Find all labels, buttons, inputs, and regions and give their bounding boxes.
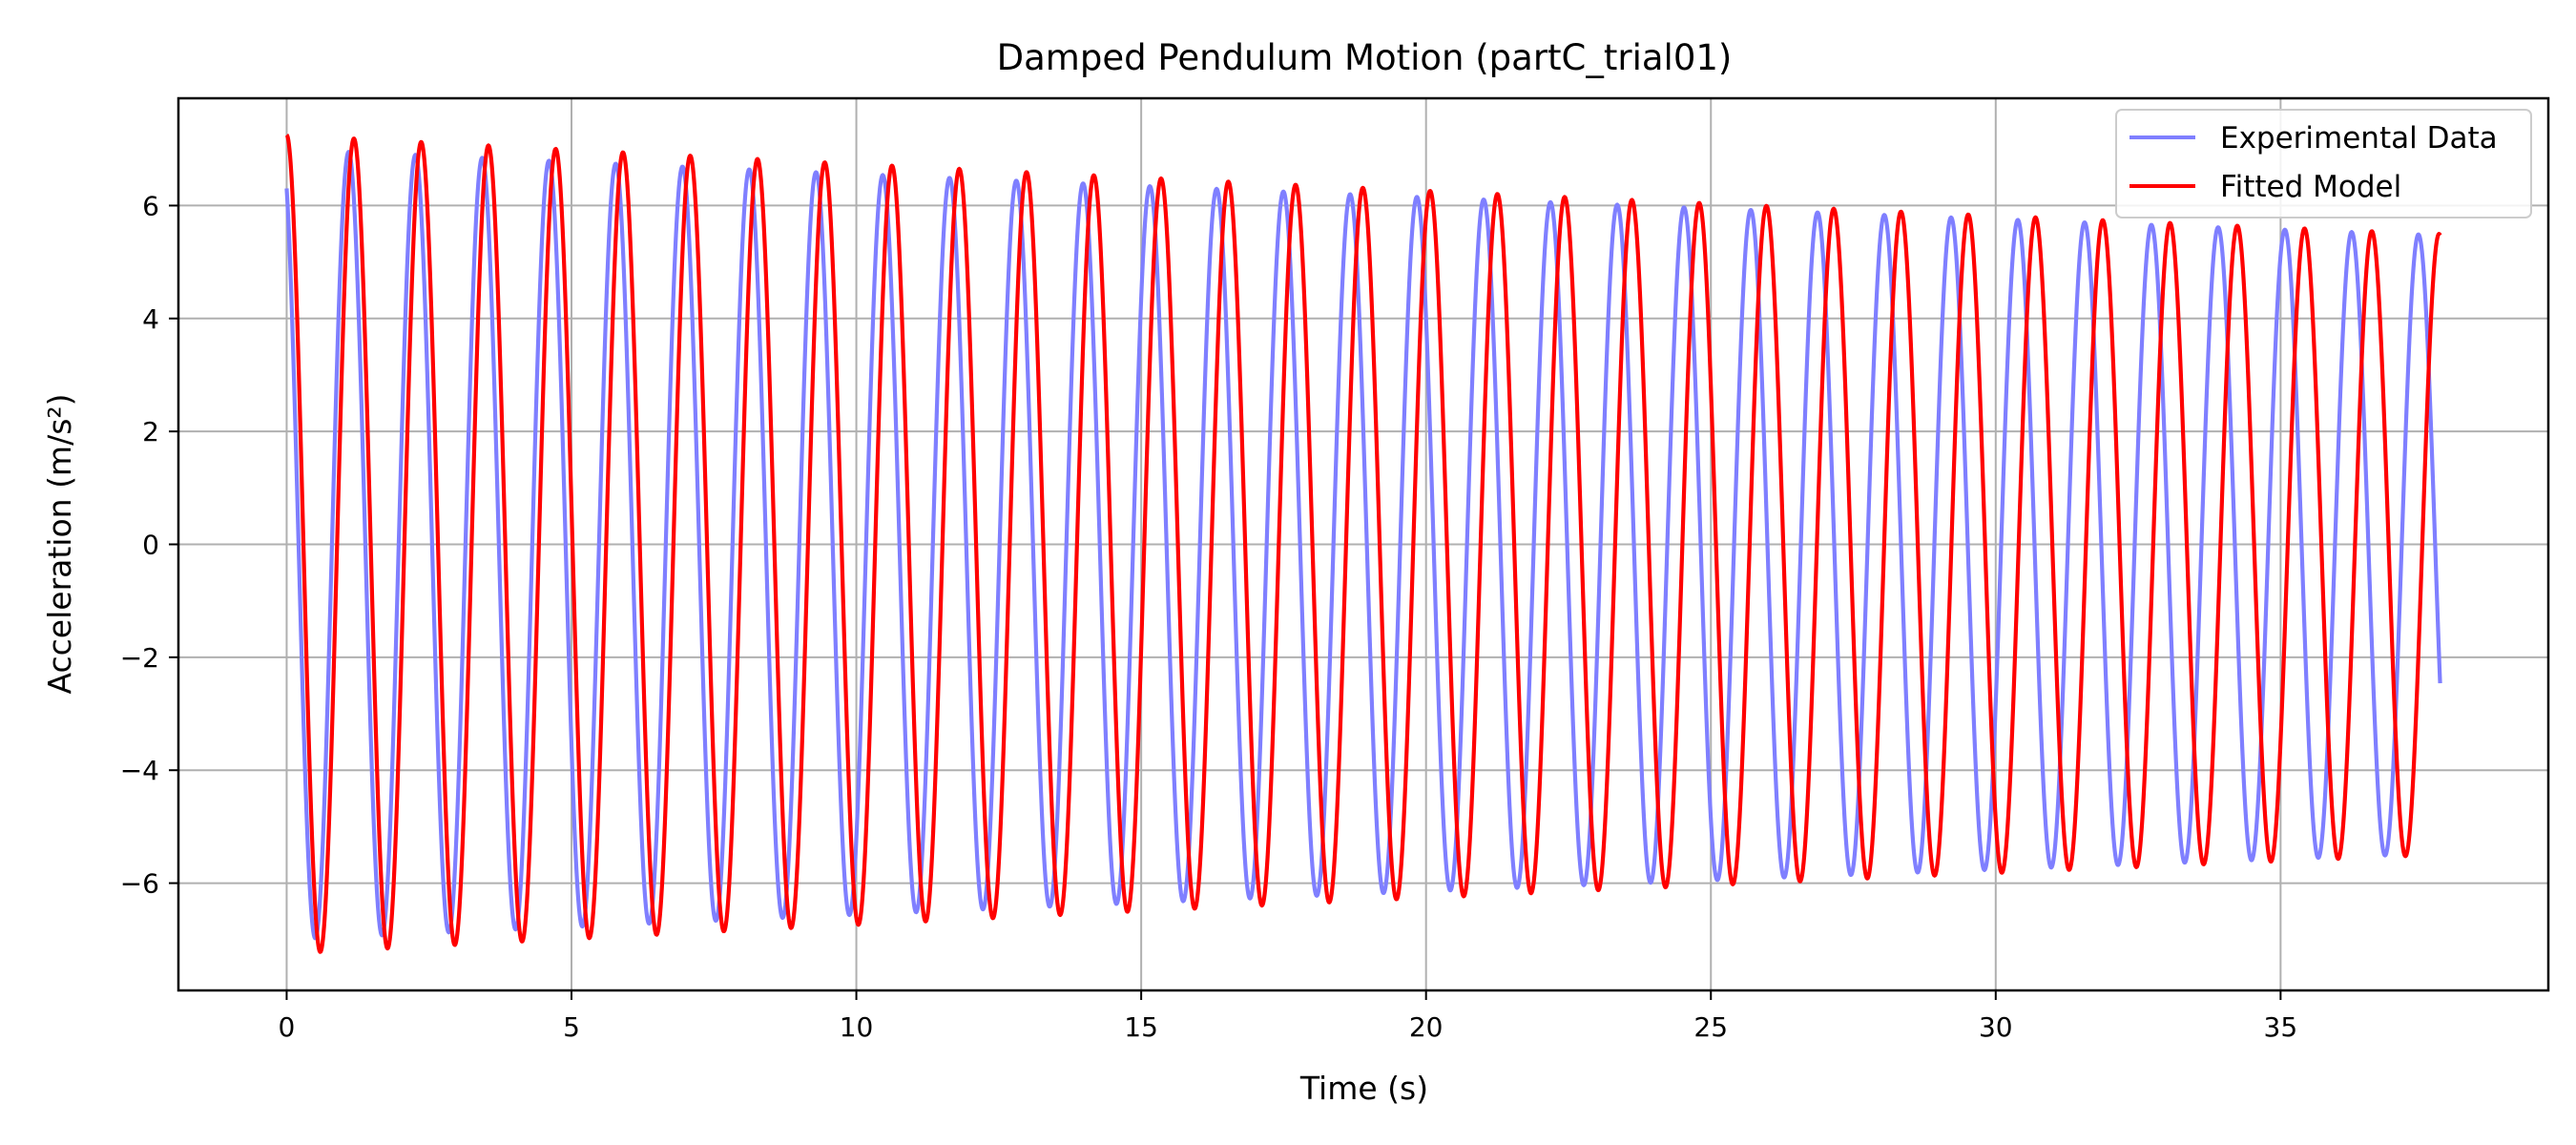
x-tick-label: 10 [840, 1011, 874, 1043]
legend: Experimental Data Fitted Model [2115, 109, 2532, 219]
x-tick-label: 30 [1979, 1011, 2013, 1043]
x-tick-label: 0 [279, 1011, 296, 1043]
x-tick-label: 35 [2264, 1011, 2298, 1043]
series-line-experimental-data [284, 150, 2442, 941]
y-axis-label: Acceleration (m/s²) [41, 394, 78, 695]
x-axis: 0 5 10 15 20 25 30 35 [279, 990, 2298, 1043]
chart-title: Damped Pendulum Motion (partC_trial01) [997, 37, 1733, 78]
y-tick-label: 2 [142, 416, 159, 448]
x-tick-label: 20 [1409, 1011, 1444, 1043]
x-tick-label: 15 [1124, 1011, 1158, 1043]
y-tick-label: 6 [142, 190, 159, 221]
legend-label-fitted-model: Fitted Model [2220, 170, 2401, 204]
legend-box [2115, 109, 2532, 219]
y-tick-label: −6 [120, 868, 159, 900]
legend-label-experimental-data: Experimental Data [2220, 121, 2498, 156]
x-axis-label: Time (s) [1299, 1070, 1428, 1107]
series-line-fitted-model [284, 134, 2442, 954]
y-tick-label: 4 [142, 303, 159, 335]
y-tick-label: −4 [120, 755, 159, 786]
y-tick-label: 0 [142, 530, 159, 561]
x-tick-label: 5 [563, 1011, 580, 1043]
y-tick-label: −2 [120, 642, 159, 674]
x-tick-label: 25 [1693, 1011, 1728, 1043]
y-axis: −6 −4 −2 0 2 4 6 [120, 190, 178, 900]
series-layer [284, 134, 2442, 954]
